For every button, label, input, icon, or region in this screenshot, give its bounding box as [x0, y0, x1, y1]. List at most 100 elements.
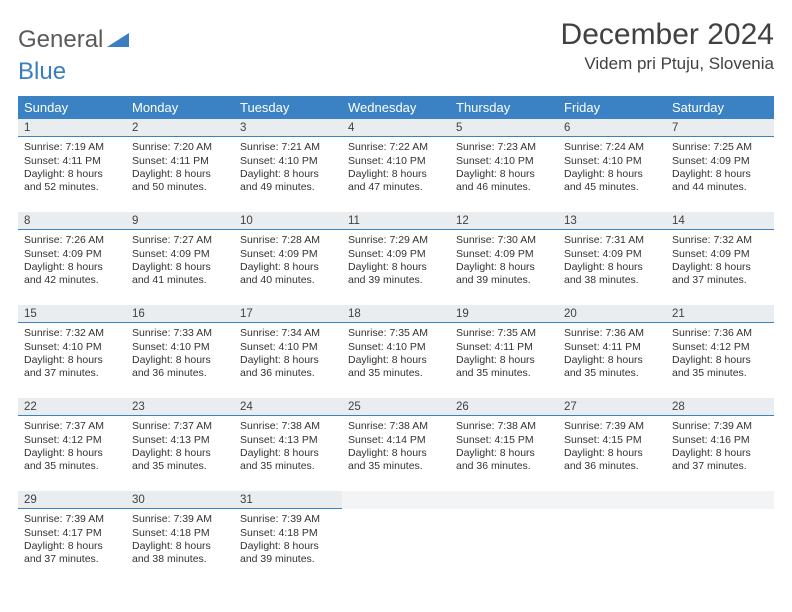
day-number: 6 — [558, 119, 666, 137]
daylight-line: Daylight: 8 hours and 38 minutes. — [132, 540, 228, 566]
sunrise-line: Sunrise: 7:29 AM — [348, 234, 444, 247]
day-number: 29 — [18, 491, 126, 509]
daylight-line: Daylight: 8 hours and 37 minutes. — [24, 540, 120, 566]
calendar-empty-cell — [450, 491, 558, 584]
weekday-header: Friday — [558, 96, 666, 119]
day-cell: 12Sunrise: 7:30 AMSunset: 4:09 PMDayligh… — [450, 212, 558, 304]
day-cell: 5Sunrise: 7:23 AMSunset: 4:10 PMDaylight… — [450, 119, 558, 211]
day-number: 22 — [18, 398, 126, 416]
calendar-day-cell: 16Sunrise: 7:33 AMSunset: 4:10 PMDayligh… — [126, 305, 234, 398]
sunrise-line: Sunrise: 7:34 AM — [240, 327, 336, 340]
sunrise-line: Sunrise: 7:35 AM — [348, 327, 444, 340]
empty-bar — [342, 491, 450, 509]
daylight-line: Daylight: 8 hours and 37 minutes. — [672, 261, 768, 287]
day-body: Sunrise: 7:36 AMSunset: 4:12 PMDaylight:… — [666, 323, 774, 382]
daylight-line: Daylight: 8 hours and 47 minutes. — [348, 168, 444, 194]
day-number: 4 — [342, 119, 450, 137]
sunrise-line: Sunrise: 7:37 AM — [132, 420, 228, 433]
day-cell: 14Sunrise: 7:32 AMSunset: 4:09 PMDayligh… — [666, 212, 774, 304]
sunset-line: Sunset: 4:18 PM — [132, 527, 228, 540]
sunset-line: Sunset: 4:18 PM — [240, 527, 336, 540]
sunrise-line: Sunrise: 7:39 AM — [672, 420, 768, 433]
day-cell: 16Sunrise: 7:33 AMSunset: 4:10 PMDayligh… — [126, 305, 234, 397]
day-body: Sunrise: 7:38 AMSunset: 4:14 PMDaylight:… — [342, 416, 450, 475]
calendar-empty-cell — [342, 491, 450, 584]
month-title: December 2024 — [561, 18, 774, 52]
day-number: 10 — [234, 212, 342, 230]
sunset-line: Sunset: 4:11 PM — [132, 155, 228, 168]
sunset-line: Sunset: 4:13 PM — [132, 434, 228, 447]
sunrise-line: Sunrise: 7:20 AM — [132, 141, 228, 154]
sunrise-line: Sunrise: 7:36 AM — [672, 327, 768, 340]
day-cell: 2Sunrise: 7:20 AMSunset: 4:11 PMDaylight… — [126, 119, 234, 211]
sunset-line: Sunset: 4:10 PM — [456, 155, 552, 168]
title-block: December 2024 Videm pri Ptuju, Slovenia — [561, 18, 774, 74]
day-body: Sunrise: 7:37 AMSunset: 4:13 PMDaylight:… — [126, 416, 234, 475]
daylight-line: Daylight: 8 hours and 39 minutes. — [348, 261, 444, 287]
calendar-day-cell: 27Sunrise: 7:39 AMSunset: 4:15 PMDayligh… — [558, 398, 666, 491]
sunrise-line: Sunrise: 7:30 AM — [456, 234, 552, 247]
day-cell: 24Sunrise: 7:38 AMSunset: 4:13 PMDayligh… — [234, 398, 342, 490]
daylight-line: Daylight: 8 hours and 42 minutes. — [24, 261, 120, 287]
day-cell: 29Sunrise: 7:39 AMSunset: 4:17 PMDayligh… — [18, 491, 126, 583]
sunset-line: Sunset: 4:09 PM — [564, 248, 660, 261]
daylight-line: Daylight: 8 hours and 36 minutes. — [456, 447, 552, 473]
day-body: Sunrise: 7:25 AMSunset: 4:09 PMDaylight:… — [666, 137, 774, 196]
calendar-day-cell: 8Sunrise: 7:26 AMSunset: 4:09 PMDaylight… — [18, 212, 126, 305]
daylight-line: Daylight: 8 hours and 39 minutes. — [240, 540, 336, 566]
sunrise-line: Sunrise: 7:28 AM — [240, 234, 336, 247]
day-number: 30 — [126, 491, 234, 509]
empty-bar — [666, 491, 774, 509]
brand-word-blue: Blue — [18, 58, 66, 86]
day-body: Sunrise: 7:34 AMSunset: 4:10 PMDaylight:… — [234, 323, 342, 382]
day-body: Sunrise: 7:32 AMSunset: 4:10 PMDaylight:… — [18, 323, 126, 382]
sunset-line: Sunset: 4:10 PM — [348, 341, 444, 354]
daylight-line: Daylight: 8 hours and 35 minutes. — [240, 447, 336, 473]
day-number: 17 — [234, 305, 342, 323]
day-body: Sunrise: 7:28 AMSunset: 4:09 PMDaylight:… — [234, 230, 342, 289]
sunrise-line: Sunrise: 7:23 AM — [456, 141, 552, 154]
day-cell: 25Sunrise: 7:38 AMSunset: 4:14 PMDayligh… — [342, 398, 450, 490]
day-body: Sunrise: 7:35 AMSunset: 4:10 PMDaylight:… — [342, 323, 450, 382]
calendar-day-cell: 29Sunrise: 7:39 AMSunset: 4:17 PMDayligh… — [18, 491, 126, 584]
sunset-line: Sunset: 4:09 PM — [672, 155, 768, 168]
day-number: 2 — [126, 119, 234, 137]
calendar-day-cell: 17Sunrise: 7:34 AMSunset: 4:10 PMDayligh… — [234, 305, 342, 398]
day-body: Sunrise: 7:39 AMSunset: 4:18 PMDaylight:… — [126, 509, 234, 568]
day-cell: 27Sunrise: 7:39 AMSunset: 4:15 PMDayligh… — [558, 398, 666, 490]
daylight-line: Daylight: 8 hours and 36 minutes. — [132, 354, 228, 380]
day-cell: 13Sunrise: 7:31 AMSunset: 4:09 PMDayligh… — [558, 212, 666, 304]
brand-triangle-icon — [107, 31, 133, 49]
day-body: Sunrise: 7:26 AMSunset: 4:09 PMDaylight:… — [18, 230, 126, 289]
day-cell: 15Sunrise: 7:32 AMSunset: 4:10 PMDayligh… — [18, 305, 126, 397]
day-body: Sunrise: 7:35 AMSunset: 4:11 PMDaylight:… — [450, 323, 558, 382]
sunset-line: Sunset: 4:15 PM — [564, 434, 660, 447]
sunset-line: Sunset: 4:10 PM — [240, 155, 336, 168]
sunrise-line: Sunrise: 7:39 AM — [24, 513, 120, 526]
calendar-week-row: 1Sunrise: 7:19 AMSunset: 4:11 PMDaylight… — [18, 119, 774, 212]
calendar-day-cell: 6Sunrise: 7:24 AMSunset: 4:10 PMDaylight… — [558, 119, 666, 212]
sunset-line: Sunset: 4:11 PM — [564, 341, 660, 354]
day-body: Sunrise: 7:39 AMSunset: 4:15 PMDaylight:… — [558, 416, 666, 475]
day-cell: 7Sunrise: 7:25 AMSunset: 4:09 PMDaylight… — [666, 119, 774, 211]
day-body: Sunrise: 7:36 AMSunset: 4:11 PMDaylight:… — [558, 323, 666, 382]
day-body: Sunrise: 7:22 AMSunset: 4:10 PMDaylight:… — [342, 137, 450, 196]
sunrise-line: Sunrise: 7:21 AM — [240, 141, 336, 154]
weekday-header: Thursday — [450, 96, 558, 119]
daylight-line: Daylight: 8 hours and 35 minutes. — [564, 354, 660, 380]
calendar-page: General December 2024 Videm pri Ptuju, S… — [0, 0, 792, 584]
weekday-header: Sunday — [18, 96, 126, 119]
day-body: Sunrise: 7:23 AMSunset: 4:10 PMDaylight:… — [450, 137, 558, 196]
sunrise-line: Sunrise: 7:31 AM — [564, 234, 660, 247]
sunset-line: Sunset: 4:10 PM — [24, 341, 120, 354]
sunset-line: Sunset: 4:13 PM — [240, 434, 336, 447]
daylight-line: Daylight: 8 hours and 39 minutes. — [456, 261, 552, 287]
sunset-line: Sunset: 4:09 PM — [132, 248, 228, 261]
daylight-line: Daylight: 8 hours and 37 minutes. — [672, 447, 768, 473]
calendar-day-cell: 19Sunrise: 7:35 AMSunset: 4:11 PMDayligh… — [450, 305, 558, 398]
day-body: Sunrise: 7:29 AMSunset: 4:09 PMDaylight:… — [342, 230, 450, 289]
sunset-line: Sunset: 4:11 PM — [24, 155, 120, 168]
day-cell: 8Sunrise: 7:26 AMSunset: 4:09 PMDaylight… — [18, 212, 126, 304]
daylight-line: Daylight: 8 hours and 52 minutes. — [24, 168, 120, 194]
day-body: Sunrise: 7:31 AMSunset: 4:09 PMDaylight:… — [558, 230, 666, 289]
